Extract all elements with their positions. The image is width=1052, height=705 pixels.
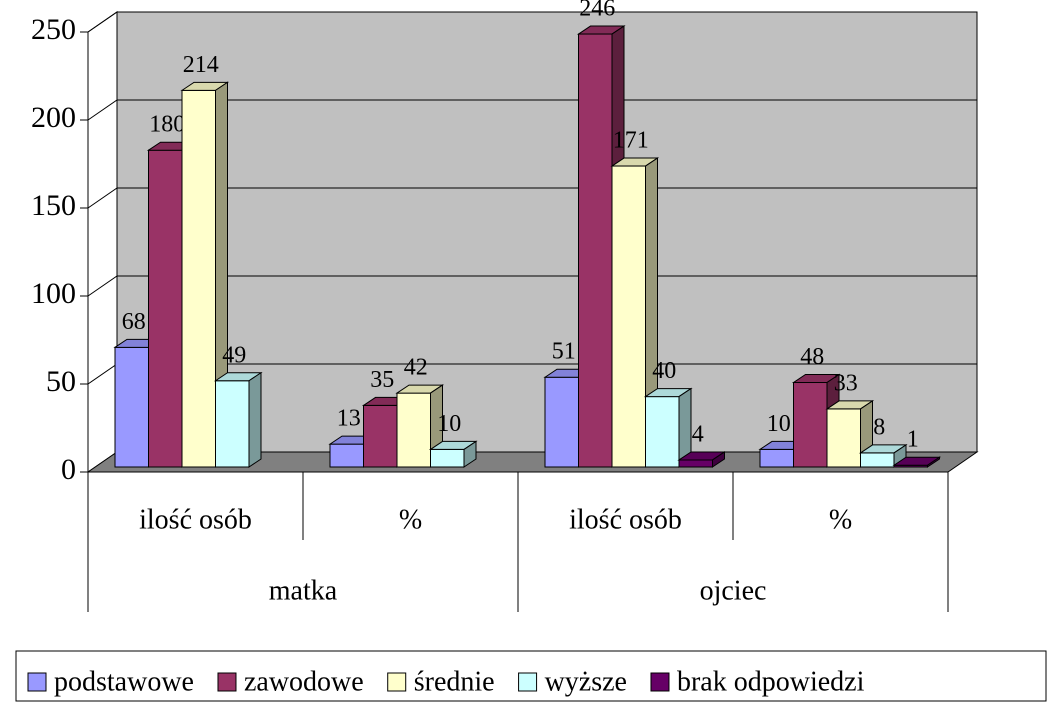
legend-label: średnie [414,666,495,697]
y-tick-label: 200 [31,101,76,134]
value-label: 13 [337,406,361,432]
bar [645,396,680,468]
legend-swatch [27,672,47,692]
side-wall [87,11,118,473]
legend-swatch [387,672,407,692]
bar [430,448,465,468]
value-label: 33 [834,370,858,396]
bar [678,459,713,468]
bar [363,404,398,468]
bar [578,33,613,468]
value-label: 180 [149,112,185,138]
value-label: 68 [122,309,146,335]
bar [181,89,216,468]
x-tick-label: ilość osób [569,504,682,535]
bar [396,392,431,468]
value-label: 51 [552,339,576,365]
value-label: 214 [183,52,219,78]
bar-side [712,451,725,468]
value-label: 42 [404,355,428,381]
value-label: 4 [692,421,704,447]
grid-line [87,11,977,33]
bar [215,380,250,468]
bar-side [463,440,477,468]
value-label: 35 [370,367,394,393]
legend-label: brak odpowiedzi [677,666,865,697]
grid-line [87,187,977,209]
legend-label: zawodowe [244,666,364,697]
grid-line [87,275,977,297]
value-label: 246 [579,0,615,22]
y-tick-label: 50 [46,365,76,398]
bar [860,452,895,468]
value-label: 10 [437,411,461,437]
legend-swatch [518,672,538,692]
value-label: 1 [907,427,919,453]
bar [759,448,794,468]
bar [148,149,183,468]
x-tick-label: ilość osób [139,504,252,535]
legend-label: podstawowe [54,666,194,697]
legend-swatch [217,672,237,692]
legend-label: wyższe [545,666,627,697]
y-tick-label: 100 [31,277,76,310]
y-tick-label: 0 [61,453,76,486]
y-tick-label: 150 [31,189,76,222]
group-label: ojciec [700,575,767,606]
group-label: matka [269,575,338,606]
bar [544,376,579,468]
bar [114,346,149,468]
value-label: 171 [613,128,649,154]
value-label: 40 [652,358,676,384]
legend-swatch [650,672,670,692]
bar [826,408,861,468]
x-tick-label: % [829,504,852,535]
value-label: 48 [800,344,824,370]
legend-box [15,650,1047,702]
y-tick-label: 250 [31,13,76,46]
grid-line [87,99,977,121]
value-label: 10 [767,411,791,437]
x-tick-label: % [399,504,422,535]
bar-side [248,371,262,468]
value-label: 8 [873,414,885,440]
bar [611,165,646,468]
bar [793,382,828,468]
bar-side [927,456,940,468]
value-label: 49 [222,342,246,368]
bar [329,443,364,468]
